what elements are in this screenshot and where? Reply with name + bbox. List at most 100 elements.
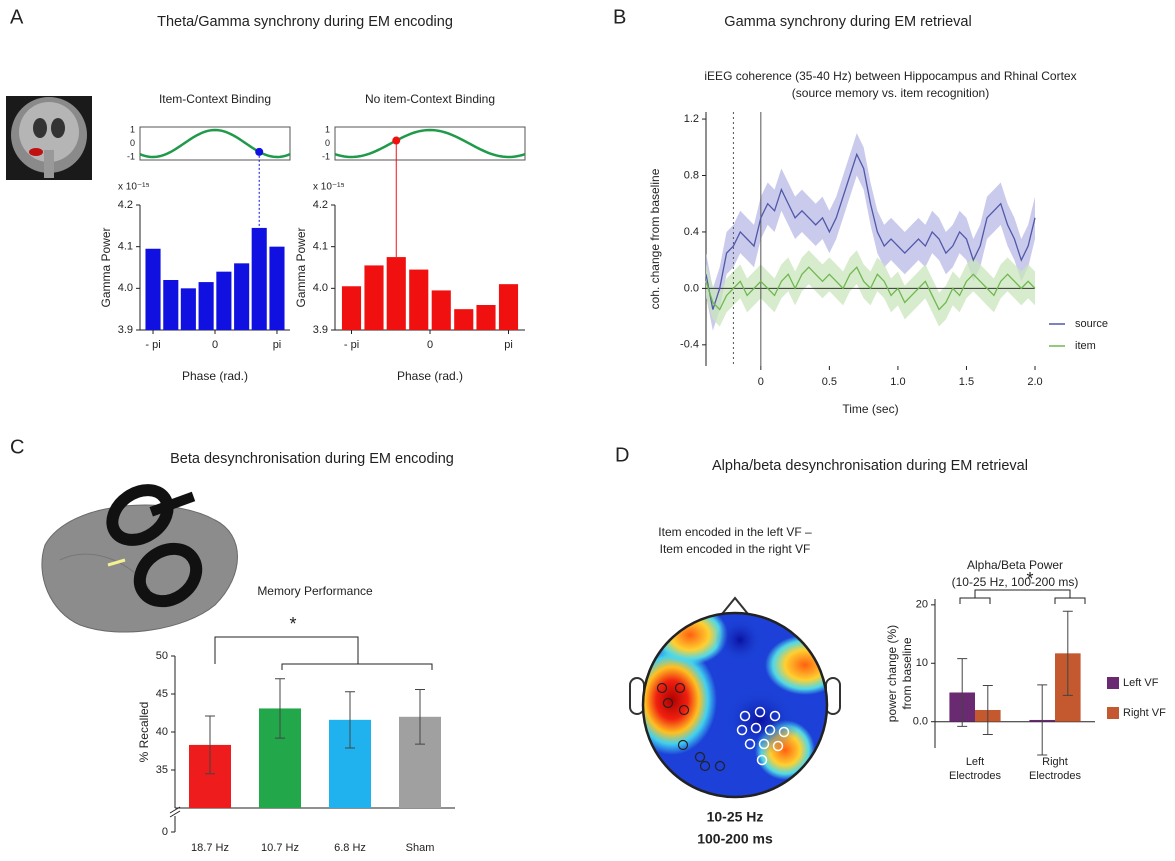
inset-tick-label: 1 <box>325 124 330 134</box>
legend-label: Left VF <box>1123 677 1159 689</box>
panel-letter: B <box>613 6 626 28</box>
y-tick-label: 0 <box>162 826 168 838</box>
y-axis-label: from baseline <box>900 637 914 709</box>
bar <box>386 257 406 330</box>
x-tick-label: Electrodes <box>949 770 1001 782</box>
bar <box>269 246 285 330</box>
y-tick-label: 3.9 <box>118 324 133 336</box>
y-axis-label: % Recalled <box>137 702 151 763</box>
y-tick-label: 45 <box>156 688 168 700</box>
inset-frame <box>139 126 291 161</box>
x-tick-label: Electrodes <box>1029 770 1081 782</box>
error-bar <box>1062 610 1073 696</box>
inset-tick-label: -1 <box>127 151 135 161</box>
chart-subtitle: (source memory vs. item recognition) <box>792 86 989 100</box>
panel-title: Alpha/beta desynchronisation during EM r… <box>712 458 1028 474</box>
inset-tick-label: 0 <box>325 138 330 148</box>
x-tick-label: Right <box>1042 756 1068 768</box>
bar <box>364 265 384 330</box>
inset-tick-label: 1 <box>130 124 135 134</box>
y-tick-label: 4.2 <box>313 199 328 211</box>
bar <box>216 271 232 330</box>
panel-letter: D <box>615 444 629 466</box>
error-bar <box>205 715 215 775</box>
x-tick-label: 1.0 <box>890 376 905 388</box>
chart-title: iEEG coherence (35-40 Hz) between Hippoc… <box>704 69 1076 83</box>
annotation: * <box>1026 569 1033 589</box>
y-tick-label: 4.1 <box>313 241 328 253</box>
axis-break <box>169 806 181 814</box>
topomap-title: Item encoded in the left VF – <box>658 525 812 539</box>
x-tick-label: 10.7 Hz <box>261 842 299 854</box>
inset-frame <box>334 126 526 161</box>
bar <box>409 269 429 330</box>
chart-title: Memory Performance <box>257 584 373 598</box>
x-axis-label: Time (sec) <box>842 402 898 416</box>
axis-break <box>169 810 181 818</box>
bar <box>341 286 362 330</box>
legend-swatch <box>1107 707 1119 719</box>
y-tick-label: 50 <box>156 650 168 662</box>
bar <box>498 284 519 330</box>
y-tick-label: 10 <box>916 657 928 669</box>
legend-label: source <box>1075 318 1108 330</box>
y-axis-label: Gamma Power <box>99 227 113 307</box>
chart-title: Alpha/Beta Power <box>967 558 1063 572</box>
y-tick-label: 35 <box>156 764 168 776</box>
y-axis-label: coh. change from baseline <box>648 168 662 309</box>
x-axis-label: Phase (rad.) <box>397 369 463 383</box>
panel-title: Beta desynchronisation during EM encodin… <box>170 451 454 467</box>
y-tick-label: 20 <box>916 599 928 611</box>
y-tick-label: 0.4 <box>684 226 699 238</box>
y-tick-label: 0.8 <box>684 169 699 181</box>
x-tick-label: 0 <box>427 339 433 351</box>
bar <box>234 263 250 330</box>
y-tick-label: 0.0 <box>913 716 928 728</box>
x-tick-label: 2.0 <box>1027 376 1042 388</box>
error-bar <box>345 691 355 749</box>
x-tick-label: pi <box>273 339 282 351</box>
inset-tick-label: 0 <box>130 138 135 148</box>
axis-multiplier: x 10⁻¹⁵ <box>313 182 345 193</box>
chart-title: Item-Context Binding <box>159 92 271 106</box>
panel-letter: C <box>10 436 24 458</box>
topomap-window: 100-200 ms <box>697 831 773 847</box>
legend-swatch <box>1107 677 1119 689</box>
phase-wave <box>139 128 291 159</box>
bar <box>198 282 214 330</box>
x-tick-label: 1.5 <box>959 376 974 388</box>
mri-image <box>6 96 92 180</box>
error-bar <box>1037 684 1048 756</box>
error-band <box>706 133 1035 331</box>
error-bar <box>957 658 968 727</box>
y-tick-label: 4.2 <box>118 199 133 211</box>
topomap-title: Item encoded in the right VF <box>660 542 811 556</box>
panel-title: Gamma synchrony during EM retrieval <box>724 14 971 30</box>
legend-label: item <box>1075 340 1096 352</box>
significance-bracket <box>214 589 1086 670</box>
x-tick-label: pi <box>504 339 513 351</box>
y-tick-label: 40 <box>156 726 168 738</box>
y-axis-label: power change (%) <box>885 625 899 722</box>
x-tick-label: 6.8 Hz <box>334 842 366 854</box>
bar <box>454 309 474 330</box>
topomap-band: 10-25 Hz <box>707 809 764 825</box>
chart-subtitle: (10-25 Hz, 100-200 ms) <box>952 575 1079 589</box>
y-tick-label: 0.0 <box>684 282 699 294</box>
error-bar <box>415 688 425 745</box>
bar <box>251 227 267 330</box>
y-tick-label: -0.4 <box>680 339 699 351</box>
y-axis-label: Gamma Power <box>294 227 308 307</box>
y-tick-label: 1.2 <box>684 113 699 125</box>
panel-letter: A <box>10 6 24 28</box>
series-line <box>705 266 1036 311</box>
chart-title: No item-Context Binding <box>365 92 495 106</box>
y-tick-label: 4.0 <box>118 282 133 294</box>
inset-tick-label: -1 <box>322 151 330 161</box>
error-bar <box>982 684 993 736</box>
bar <box>180 288 196 330</box>
topomap <box>629 596 841 799</box>
bar <box>163 280 179 330</box>
bar <box>476 305 496 330</box>
